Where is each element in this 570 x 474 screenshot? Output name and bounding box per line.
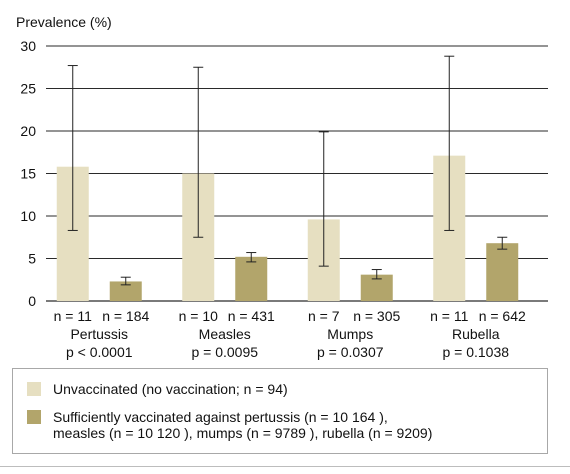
p-value-label: p = 0.1038 [442, 344, 509, 360]
bar-measles-vaccinated [235, 256, 268, 301]
p-value-label: p = 0.0307 [317, 344, 384, 360]
error-bar [444, 55, 455, 231]
y-tick-label: 25 [20, 81, 36, 97]
category-labels: n = 11 n = 184 Pertussis p < 0.0001 n = 10 n … [54, 308, 526, 360]
gridlines [46, 45, 548, 302]
error-bar [371, 269, 382, 280]
legend: Unvaccinated (no vaccination; n = 94) Su… [12, 368, 548, 454]
n-label: n = 305 [353, 308, 400, 324]
prevalence-bar-chart: Prevalence (%) 0 5 10 15 20 25 30 n = 11 n = 18… [16, 14, 548, 360]
bottom-divider [0, 466, 570, 467]
legend-label-vaccinated: Sufficiently vaccinated against pertussi… [53, 409, 432, 441]
p-value-label: p = 0.0095 [191, 344, 258, 360]
legend-label-vaccinated-line1: Sufficiently vaccinated against pertussi… [53, 409, 388, 425]
legend-item-vaccinated: Sufficiently vaccinated against pertussi… [27, 409, 432, 441]
n-label: n = 11 [54, 308, 92, 324]
category-label: Pertussis [70, 326, 128, 342]
y-axis-ticks: 0 5 10 15 20 25 30 [20, 38, 36, 309]
error-bar [318, 131, 329, 267]
y-tick-label: 30 [20, 38, 36, 54]
error-bar [497, 236, 508, 250]
p-value-label: p < 0.0001 [66, 344, 133, 360]
n-label: n = 11 [430, 308, 468, 324]
n-label: n = 184 [102, 308, 149, 324]
n-label: n = 7 [308, 308, 340, 324]
error-bars [67, 55, 508, 286]
y-tick-label: 0 [28, 293, 36, 309]
y-tick-label: 10 [20, 208, 36, 224]
legend-label-unvaccinated: Unvaccinated (no vaccination; n = 94) [53, 381, 288, 397]
y-tick-label: 5 [28, 251, 36, 267]
category-label: Mumps [327, 326, 373, 342]
n-label: n = 642 [479, 308, 526, 324]
y-tick-label: 15 [20, 166, 36, 182]
y-tick-label: 20 [20, 123, 36, 139]
n-label: n = 10 [179, 308, 219, 324]
y-axis-label: Prevalence (%) [16, 14, 112, 30]
legend-item-unvaccinated: Unvaccinated (no vaccination; n = 94) [27, 381, 288, 397]
category-label: Rubella [452, 326, 500, 342]
n-label: n = 431 [228, 308, 275, 324]
bar-pertussis-vaccinated [109, 281, 142, 301]
legend-swatch-unvaccinated [27, 382, 41, 396]
error-bar [246, 252, 257, 263]
bar-rubella-vaccinated [486, 243, 519, 301]
category-label: Measles [199, 326, 251, 342]
legend-swatch-vaccinated [27, 410, 41, 424]
error-bar [120, 276, 131, 286]
legend-label-vaccinated-line2: measles (n = 10 120 ), mumps (n = 9789 )… [53, 425, 433, 441]
error-bar [193, 66, 204, 238]
error-bar [67, 65, 78, 231]
